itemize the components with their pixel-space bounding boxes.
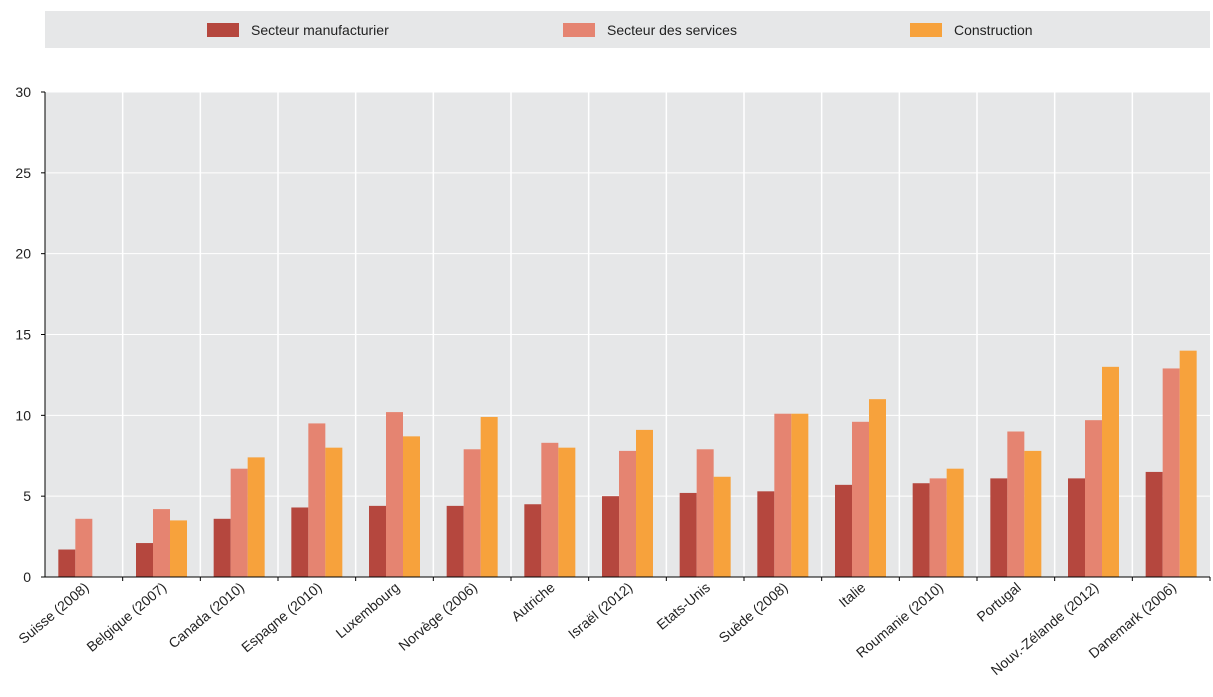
x-tick-label: Etats-Unis [653, 579, 713, 633]
bar-construction-8 [713, 476, 731, 577]
bar-secteur-manufacturier-9 [757, 491, 775, 577]
legend-label-manufacturier: Secteur manufacturier [251, 21, 389, 38]
bar-secteur-manufacturier-3 [291, 507, 309, 577]
bar-secteur-des-services-6 [541, 442, 559, 577]
y-tick-label: 20 [15, 246, 31, 262]
bar-secteur-manufacturier-0 [58, 549, 76, 577]
x-tick-label: Canada (2010) [165, 579, 247, 651]
bar-secteur-manufacturier-11 [912, 483, 930, 577]
bar-secteur-manufacturier-4 [369, 505, 386, 577]
bar-construction-5 [480, 416, 498, 577]
y-tick-label: 5 [23, 488, 31, 504]
bar-secteur-manufacturier-8 [679, 492, 697, 577]
bar-secteur-des-services-14 [1162, 368, 1180, 577]
x-tick-label: Norvège (2006) [395, 579, 480, 654]
y-tick-labels: 0 5 10 15 20 25 30 [15, 84, 31, 585]
bar-secteur-manufacturier-1 [136, 543, 153, 577]
x-tick-label: Autriche [508, 579, 558, 624]
bar-construction-14 [1179, 350, 1197, 577]
legend-label-services: Secteur des services [607, 21, 737, 38]
bar-secteur-des-services-13 [1085, 420, 1102, 577]
legend-item-services: Secteur des services [563, 11, 737, 48]
bar-secteur-manufacturier-14 [1145, 471, 1163, 577]
bar-secteur-des-services-8 [696, 449, 714, 577]
bar-construction-13 [1102, 366, 1119, 577]
bar-secteur-des-services-0 [75, 518, 93, 577]
x-tick-labels: Suisse (2008)Belgique (2007)Canada (2010… [15, 579, 1179, 678]
axes [41, 91, 1211, 581]
legend: Secteur manufacturier Secteur des servic… [45, 11, 1210, 48]
legend-label-construction: Construction [954, 21, 1033, 38]
legend-swatch-services [563, 22, 595, 37]
bar-secteur-des-services-5 [463, 449, 481, 577]
bar-secteur-des-services-4 [386, 412, 403, 577]
x-tick-label: Suisse (2008) [15, 579, 91, 647]
bar-secteur-manufacturier-7 [602, 496, 619, 577]
y-tick-label: 25 [15, 165, 31, 181]
x-tick-label: Israël (2012) [565, 579, 635, 642]
legend-swatch-manufacturier [207, 22, 239, 37]
bar-secteur-manufacturier-10 [835, 484, 852, 577]
legend-item-construction: Construction [910, 11, 1033, 48]
x-tick-label: Italie [835, 579, 868, 610]
bar-secteur-des-services-11 [929, 478, 947, 577]
legend-item-manufacturier: Secteur manufacturier [207, 11, 389, 48]
x-tick-label: Portugal [974, 579, 1024, 625]
x-tick-label: Luxembourg [333, 579, 403, 641]
bar-construction-11 [946, 468, 964, 577]
y-tick-label: 0 [23, 569, 31, 585]
bar-construction-6 [558, 447, 576, 577]
bar-secteur-manufacturier-5 [446, 505, 464, 577]
x-tick-label: Espagne (2010) [238, 579, 325, 655]
bar-secteur-des-services-1 [153, 509, 170, 577]
bar-construction-7 [636, 429, 653, 577]
bar-secteur-des-services-10 [852, 421, 869, 577]
bar-construction-1 [170, 520, 187, 577]
bar-secteur-manufacturier-12 [990, 478, 1008, 577]
bar-construction-9 [791, 413, 809, 577]
y-tick-label: 10 [15, 407, 31, 423]
y-tick-label: 15 [15, 327, 31, 343]
bar-construction-2 [247, 457, 265, 577]
bar-construction-12 [1024, 450, 1042, 577]
bar-secteur-des-services-7 [619, 450, 636, 577]
x-tick-label: Belgique (2007) [83, 579, 169, 655]
bar-construction-3 [325, 447, 343, 577]
bar-secteur-des-services-9 [774, 413, 792, 577]
x-tick-label: Suède (2008) [715, 579, 790, 646]
bar-construction-4 [403, 436, 420, 577]
bar-secteur-des-services-12 [1007, 431, 1025, 577]
y-tick-label: 30 [15, 84, 31, 100]
bar-secteur-manufacturier-2 [213, 518, 231, 577]
bar-secteur-manufacturier-6 [524, 504, 542, 577]
bar-secteur-des-services-2 [230, 468, 248, 577]
bar-construction-10 [869, 399, 886, 577]
bar-secteur-manufacturier-13 [1068, 478, 1085, 577]
bar-secteur-des-services-3 [308, 423, 326, 577]
bars [58, 350, 1197, 577]
legend-swatch-construction [910, 22, 942, 37]
